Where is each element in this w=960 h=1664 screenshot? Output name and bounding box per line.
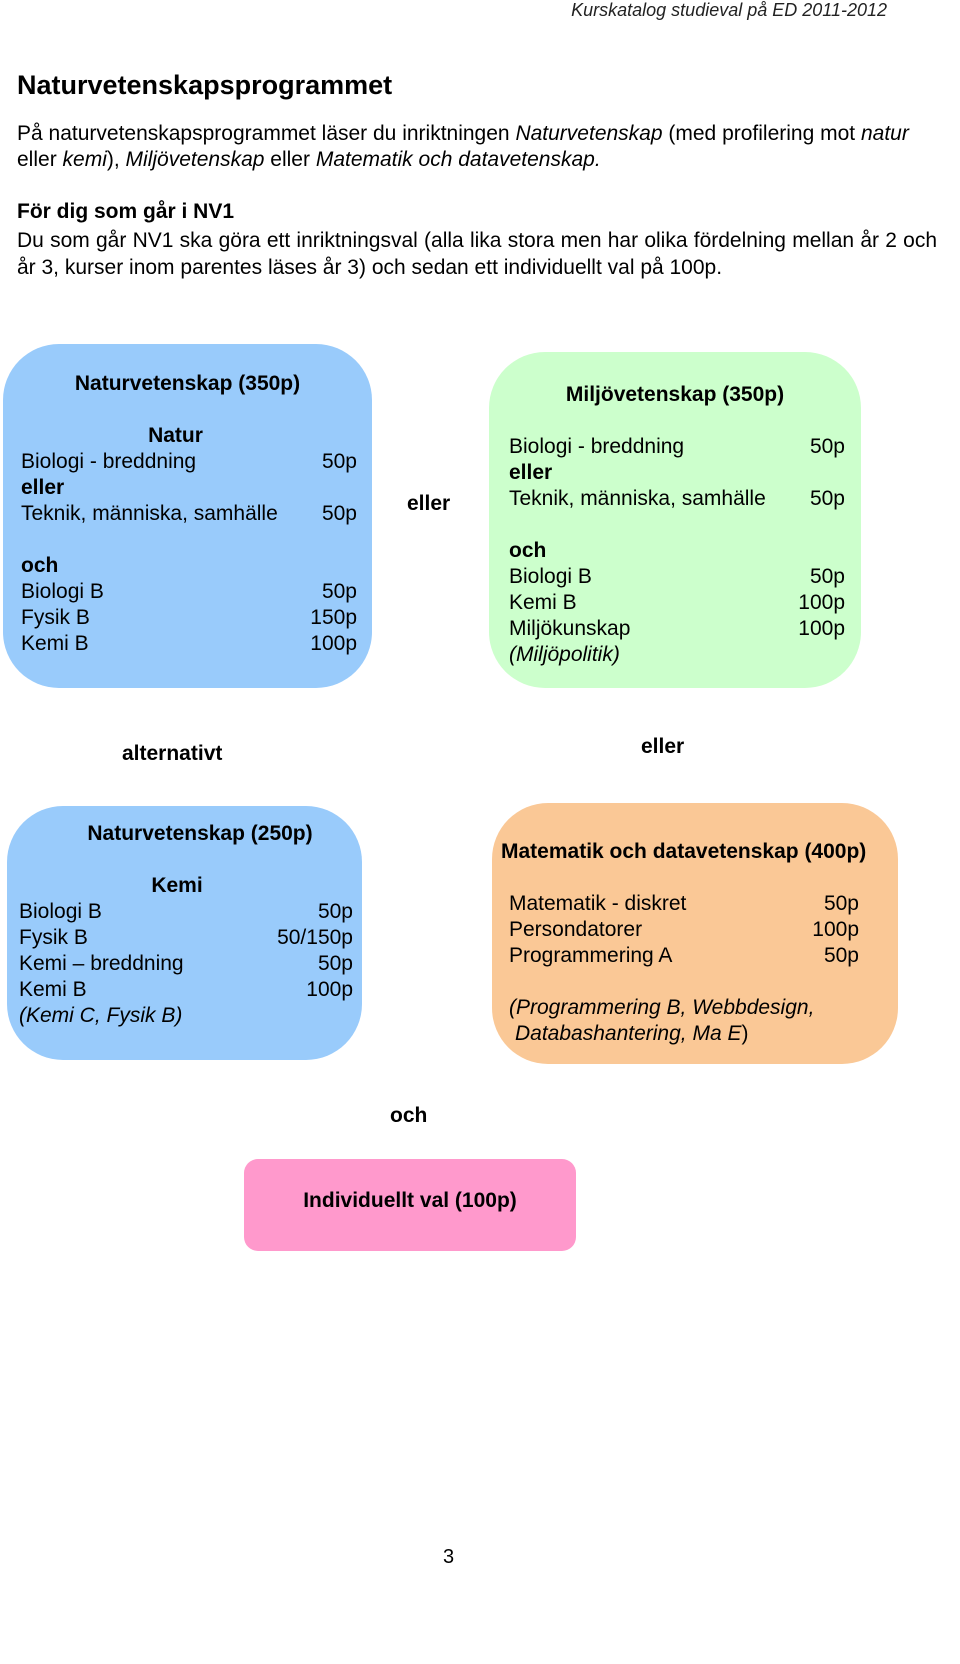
course-name-year3: (Kemi C, Fysik B)	[19, 1004, 183, 1027]
box-miljovetenskap-350: Miljövetenskap (350p) Biologi - breddnin…	[489, 352, 861, 688]
eller-connector: eller	[641, 735, 685, 758]
box-naturvetenskap-250: Naturvetenskap (250p) Kemi Biologi B 50p…	[7, 806, 362, 1060]
box-subtitle: Kemi	[151, 874, 203, 897]
nv1-paragraph: Du som går NV1 ska göra ett inriktningsv…	[17, 229, 937, 279]
course-name: Biologi B	[19, 900, 102, 923]
box-individuellt-val: Individuellt val (100p)	[244, 1159, 576, 1251]
course-name: Teknik, människa, samhälle	[509, 487, 766, 510]
course-points: 50p	[321, 580, 357, 603]
nv1-heading: För dig som går i NV1	[17, 200, 235, 223]
box-subtitle: Natur	[148, 424, 203, 447]
page-number: 3	[443, 1546, 455, 1568]
course-name: Programmering A	[509, 944, 673, 967]
course-points: 50p	[317, 900, 353, 923]
och-connector: och	[390, 1104, 428, 1127]
course-points: 50p	[321, 450, 357, 473]
course-points: 100p	[812, 918, 859, 941]
document-header: Kurskatalog studieval på ED 2011-2012	[571, 0, 887, 20]
or-label: eller	[509, 461, 553, 484]
and-label: och	[21, 554, 59, 577]
course-name: Fysik B	[19, 926, 88, 949]
year3-courses-line1: (Programmering B, Webbdesign,	[509, 996, 815, 1019]
and-label: och	[509, 539, 547, 562]
or-label: eller	[21, 476, 65, 499]
box-title: Naturvetenskap (250p)	[87, 822, 313, 845]
course-name-year3: (Miljöpolitik)	[509, 643, 620, 666]
box-title: Miljövetenskap (350p)	[565, 383, 785, 406]
alternativt-connector: alternativt	[122, 742, 223, 765]
box-title: Naturvetenskap (350p)	[74, 372, 301, 395]
course-name: Fysik B	[21, 606, 90, 629]
course-points: 100p	[798, 617, 845, 640]
course-name: Kemi B	[21, 632, 89, 655]
box-title: Individuellt val (100p)	[303, 1189, 517, 1212]
course-name: Kemi B	[509, 591, 577, 614]
course-points: 50p	[809, 565, 845, 588]
course-points: 50p	[317, 952, 353, 975]
course-points: 50p	[823, 892, 859, 915]
course-points: 50p	[321, 502, 357, 525]
course-name: Biologi - breddning	[509, 435, 685, 458]
course-points: 100p	[306, 978, 353, 1001]
course-name: Miljökunskap	[509, 617, 631, 640]
box-naturvetenskap-350: Naturvetenskap (350p) Natur Biologi - br…	[3, 344, 372, 688]
eller-connector: eller	[407, 492, 451, 515]
course-name: Persondatorer	[509, 918, 643, 941]
course-points: 100p	[310, 632, 357, 655]
course-name: Biologi B	[21, 580, 104, 603]
course-points: 50p	[823, 944, 859, 967]
course-points: 100p	[798, 591, 845, 614]
box-title: Matematik och datavetenskap (400p)	[501, 840, 867, 863]
intro-paragraph: På naturvetenskapsprogrammet läser du in…	[17, 122, 909, 171]
page-title: Naturvetenskapsprogrammet	[17, 70, 393, 100]
course-points: 150p	[310, 606, 357, 629]
box-matematik-datavetenskap-400: Matematik och datavetenskap (400p) Matem…	[492, 803, 898, 1064]
course-name: Kemi – breddning	[19, 952, 184, 975]
course-name: Kemi B	[19, 978, 87, 1001]
course-points: 50p	[809, 435, 845, 458]
course-name: Matematik - diskret	[509, 892, 687, 915]
course-name: Biologi - breddning	[21, 450, 197, 473]
course-name: Teknik, människa, samhälle	[21, 502, 278, 525]
year3-courses-line2: Databashantering, Ma E)	[515, 1022, 749, 1045]
course-name: Biologi B	[509, 565, 592, 588]
course-points: 50p	[809, 487, 845, 510]
course-points: 50/150p	[277, 926, 353, 949]
